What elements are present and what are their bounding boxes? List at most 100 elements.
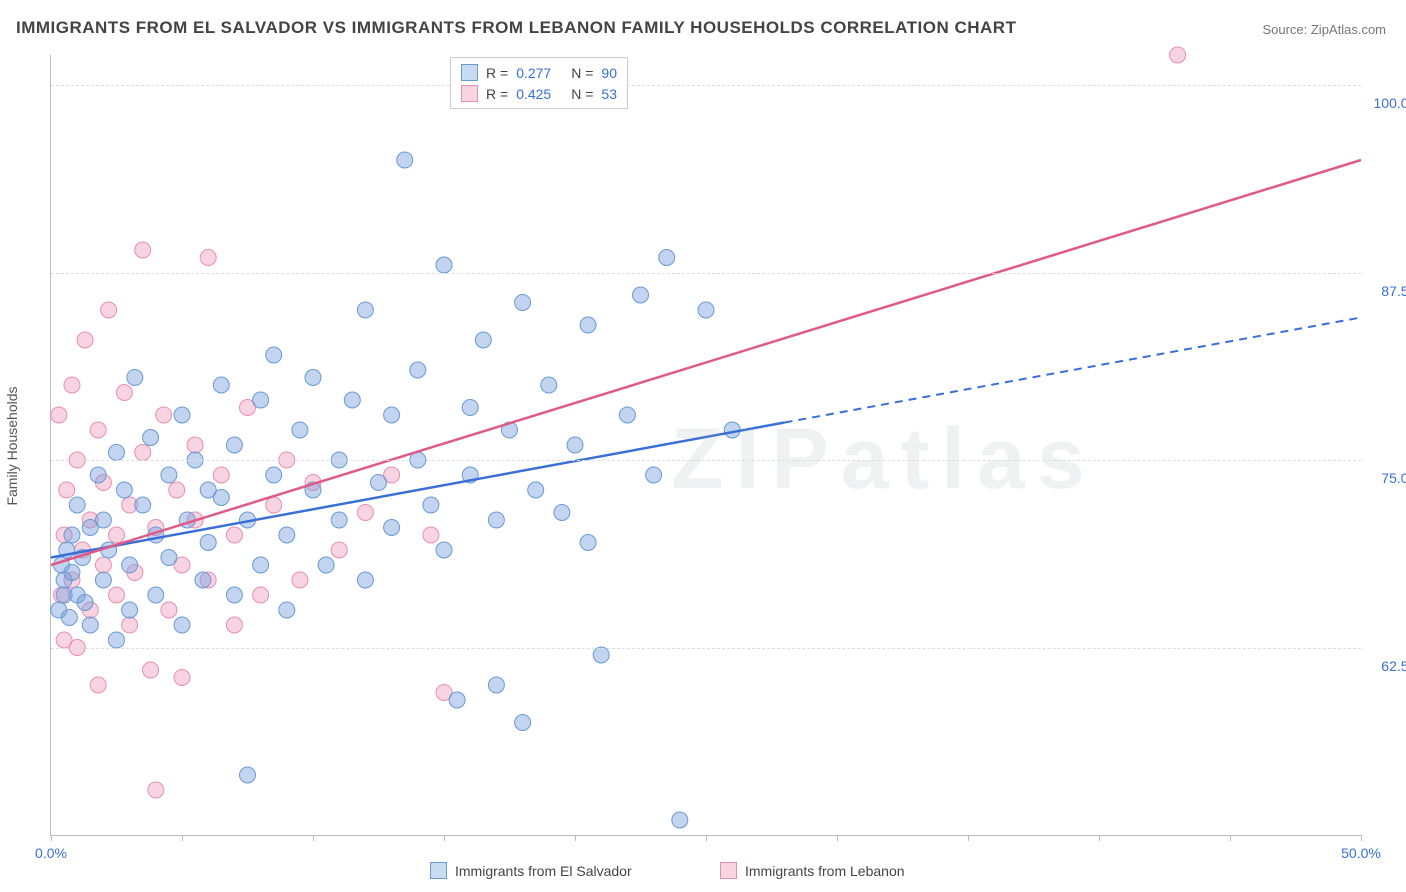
x-tick [51,835,52,841]
scatter-point [174,617,190,633]
scatter-point [279,602,295,618]
scatter-point [436,257,452,273]
scatter-point [116,482,132,498]
legend-n-value: 90 [601,65,617,81]
scatter-point [462,400,478,416]
x-tick [313,835,314,841]
scatter-point [101,302,117,318]
scatter-point [135,445,151,461]
scatter-point [698,302,714,318]
scatter-point [253,392,269,408]
scatter-point [397,152,413,168]
scatter-point [135,242,151,258]
stats-legend: R = 0.277N = 90R = 0.425N = 53 [450,57,628,109]
scatter-point [528,482,544,498]
scatter-point [226,617,242,633]
scatter-point [122,602,138,618]
legend-series-name: Immigrants from El Salvador [455,863,632,879]
source-label: Source: ZipAtlas.com [1262,22,1386,37]
scatter-point [659,250,675,266]
gridline [51,648,1361,649]
scatter-point [213,377,229,393]
scatter-point [187,437,203,453]
x-tick [1099,835,1100,841]
scatter-point [69,497,85,513]
scatter-point [90,467,106,483]
y-tick-label: 87.5% [1366,283,1406,299]
stats-legend-row: R = 0.277N = 90 [461,62,617,83]
scatter-point [77,332,93,348]
scatter-point [122,617,138,633]
scatter-point [580,535,596,551]
scatter-point [672,812,688,828]
scatter-point [410,362,426,378]
scatter-point [116,385,132,401]
scatter-point [318,557,334,573]
scatter-point [357,505,373,521]
scatter-point [213,467,229,483]
gridline [51,273,1361,274]
scatter-point [331,512,347,528]
scatter-point [213,490,229,506]
x-tick-label: 0.0% [35,845,67,861]
scatter-point [266,467,282,483]
legend-r-label: R = [486,86,508,102]
x-tick [1230,835,1231,841]
y-tick-label: 62.5% [1366,658,1406,674]
scatter-point [384,520,400,536]
scatter-point [90,677,106,693]
scatter-point [109,587,125,603]
legend-r-value: 0.277 [516,65,551,81]
scatter-point [619,407,635,423]
x-tick [444,835,445,841]
x-tick [575,835,576,841]
stats-legend-row: R = 0.425N = 53 [461,83,617,104]
scatter-point [240,767,256,783]
scatter-point [449,692,465,708]
scatter-point [253,557,269,573]
legend-series-name: Immigrants from Lebanon [745,863,905,879]
scatter-point [593,647,609,663]
scatter-point [122,557,138,573]
scatter-point [174,670,190,686]
x-tick-label: 50.0% [1341,845,1381,861]
trend-line-dashed [785,318,1361,423]
legend-n-value: 53 [601,86,617,102]
scatter-point [266,347,282,363]
x-tick [968,835,969,841]
x-tick [182,835,183,841]
gridline [51,85,1361,86]
scatter-point [148,782,164,798]
scatter-point [1170,47,1186,63]
scatter-point [135,497,151,513]
y-tick-label: 100.0% [1366,95,1406,111]
legend-swatch [430,862,447,879]
scatter-point [292,572,308,588]
scatter-point [143,430,159,446]
scatter-point [541,377,557,393]
plot-area: ZIPatlas 62.5%75.0%87.5%100.0%0.0%50.0% [50,55,1361,836]
scatter-point [200,535,216,551]
legend-n-label: N = [571,86,593,102]
scatter-point [357,572,373,588]
scatter-point [633,287,649,303]
scatter-point [423,497,439,513]
scatter-point [580,317,596,333]
scatter-point [279,527,295,543]
scatter-point [161,550,177,566]
scatter-point [161,467,177,483]
scatter-point [174,407,190,423]
scatter-point [436,542,452,558]
scatter-point [77,595,93,611]
trend-line [51,160,1361,565]
scatter-point [127,370,143,386]
scatter-point [82,617,98,633]
scatter-point [143,662,159,678]
scatter-point [331,542,347,558]
gridline [51,460,1361,461]
scatter-point [567,437,583,453]
scatter-point [226,587,242,603]
scatter-point [200,250,216,266]
scatter-point [344,392,360,408]
trend-line [51,423,785,558]
